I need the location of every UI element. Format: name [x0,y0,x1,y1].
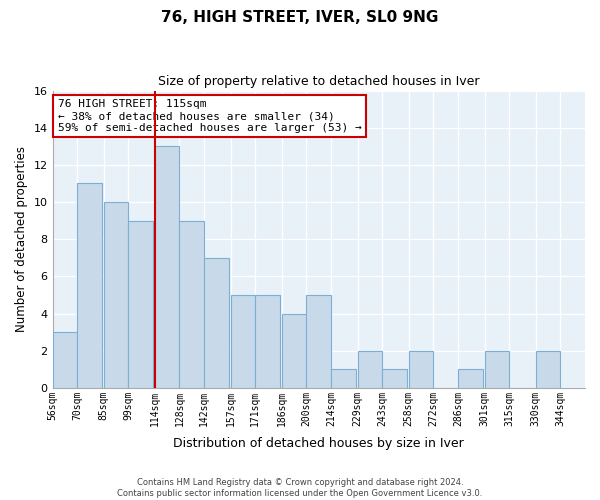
Bar [382,370,407,388]
Text: 76, HIGH STREET, IVER, SL0 9NG: 76, HIGH STREET, IVER, SL0 9NG [161,10,439,25]
Text: 76 HIGH STREET: 115sqm
← 38% of detached houses are smaller (34)
59% of semi-det: 76 HIGH STREET: 115sqm ← 38% of detached… [58,100,362,132]
Bar [255,295,280,388]
Bar [230,295,255,388]
Bar [485,350,509,388]
X-axis label: Distribution of detached houses by size in Iver: Distribution of detached houses by size … [173,437,464,450]
Bar [358,350,382,388]
Bar [204,258,229,388]
Title: Size of property relative to detached houses in Iver: Size of property relative to detached ho… [158,75,479,88]
Bar [458,370,483,388]
Bar [53,332,77,388]
Text: Contains HM Land Registry data © Crown copyright and database right 2024.
Contai: Contains HM Land Registry data © Crown c… [118,478,482,498]
Bar [179,220,204,388]
Bar [409,350,433,388]
Bar [155,146,179,388]
Bar [104,202,128,388]
Bar [536,350,560,388]
Bar [331,370,356,388]
Bar [128,220,153,388]
Bar [282,314,307,388]
Bar [77,184,102,388]
Y-axis label: Number of detached properties: Number of detached properties [15,146,28,332]
Bar [307,295,331,388]
